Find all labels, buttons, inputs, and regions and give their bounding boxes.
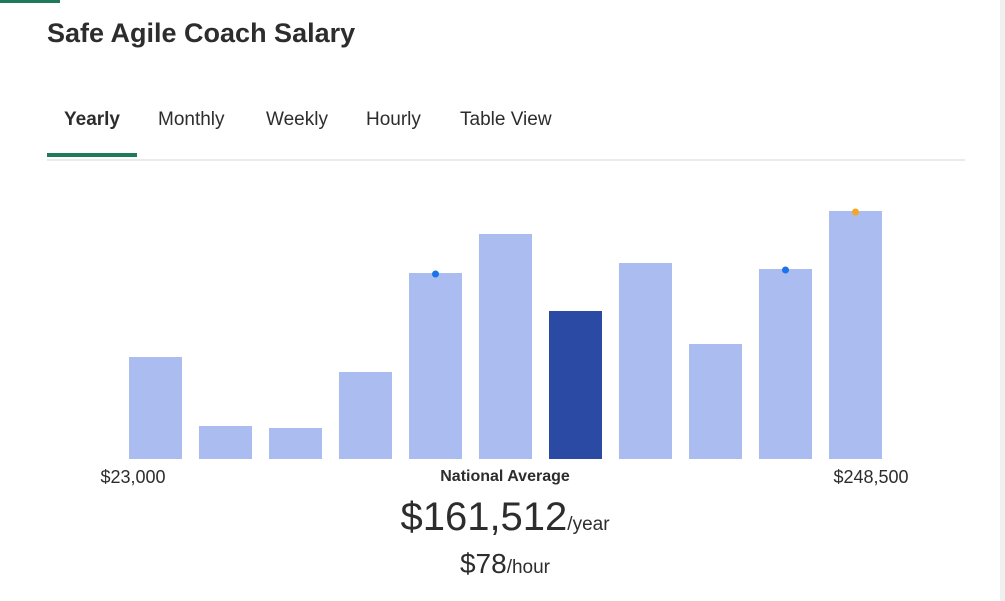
- top-accent: [0, 0, 60, 3]
- bar: [479, 234, 532, 459]
- hourly: $78: [460, 548, 507, 579]
- tab[interactable]: Table View: [460, 109, 552, 130]
- bar: [129, 357, 182, 459]
- bar: [759, 269, 812, 459]
- max-label: $248,500: [833, 467, 908, 487]
- tab[interactable]: Weekly: [266, 109, 328, 130]
- tab[interactable]: Monthly: [158, 109, 225, 130]
- bar: [619, 263, 672, 459]
- bar-marker: [852, 208, 859, 216]
- right-edge: [1000, 0, 1005, 601]
- yearly-amount: $161,512/year: [400, 495, 610, 539]
- min-label: $23,000: [100, 467, 165, 487]
- bar-marker: [432, 270, 439, 278]
- summary-caption: National Average: [440, 468, 570, 485]
- tab-bar: Yearly Monthly Weekly Hourly Table View: [47, 109, 552, 157]
- histogram: [129, 208, 882, 459]
- amount: $161,512: [400, 495, 567, 539]
- tab[interactable]: Yearly: [64, 109, 120, 130]
- page-title: Safe Agile Coach Salary: [47, 18, 355, 48]
- bar: [689, 344, 742, 459]
- bar: [829, 211, 882, 459]
- tab-underline: [47, 153, 137, 157]
- bar: [339, 372, 392, 459]
- bar: [199, 426, 252, 459]
- bar-marker: [782, 266, 789, 274]
- hourly-amount: $78/hour: [460, 548, 551, 579]
- bar: [549, 311, 602, 459]
- amount-unit: /year: [567, 514, 610, 535]
- tab[interactable]: Hourly: [366, 109, 421, 130]
- hourly-unit: /hour: [507, 557, 551, 578]
- bar: [409, 273, 462, 459]
- bar: [269, 428, 322, 459]
